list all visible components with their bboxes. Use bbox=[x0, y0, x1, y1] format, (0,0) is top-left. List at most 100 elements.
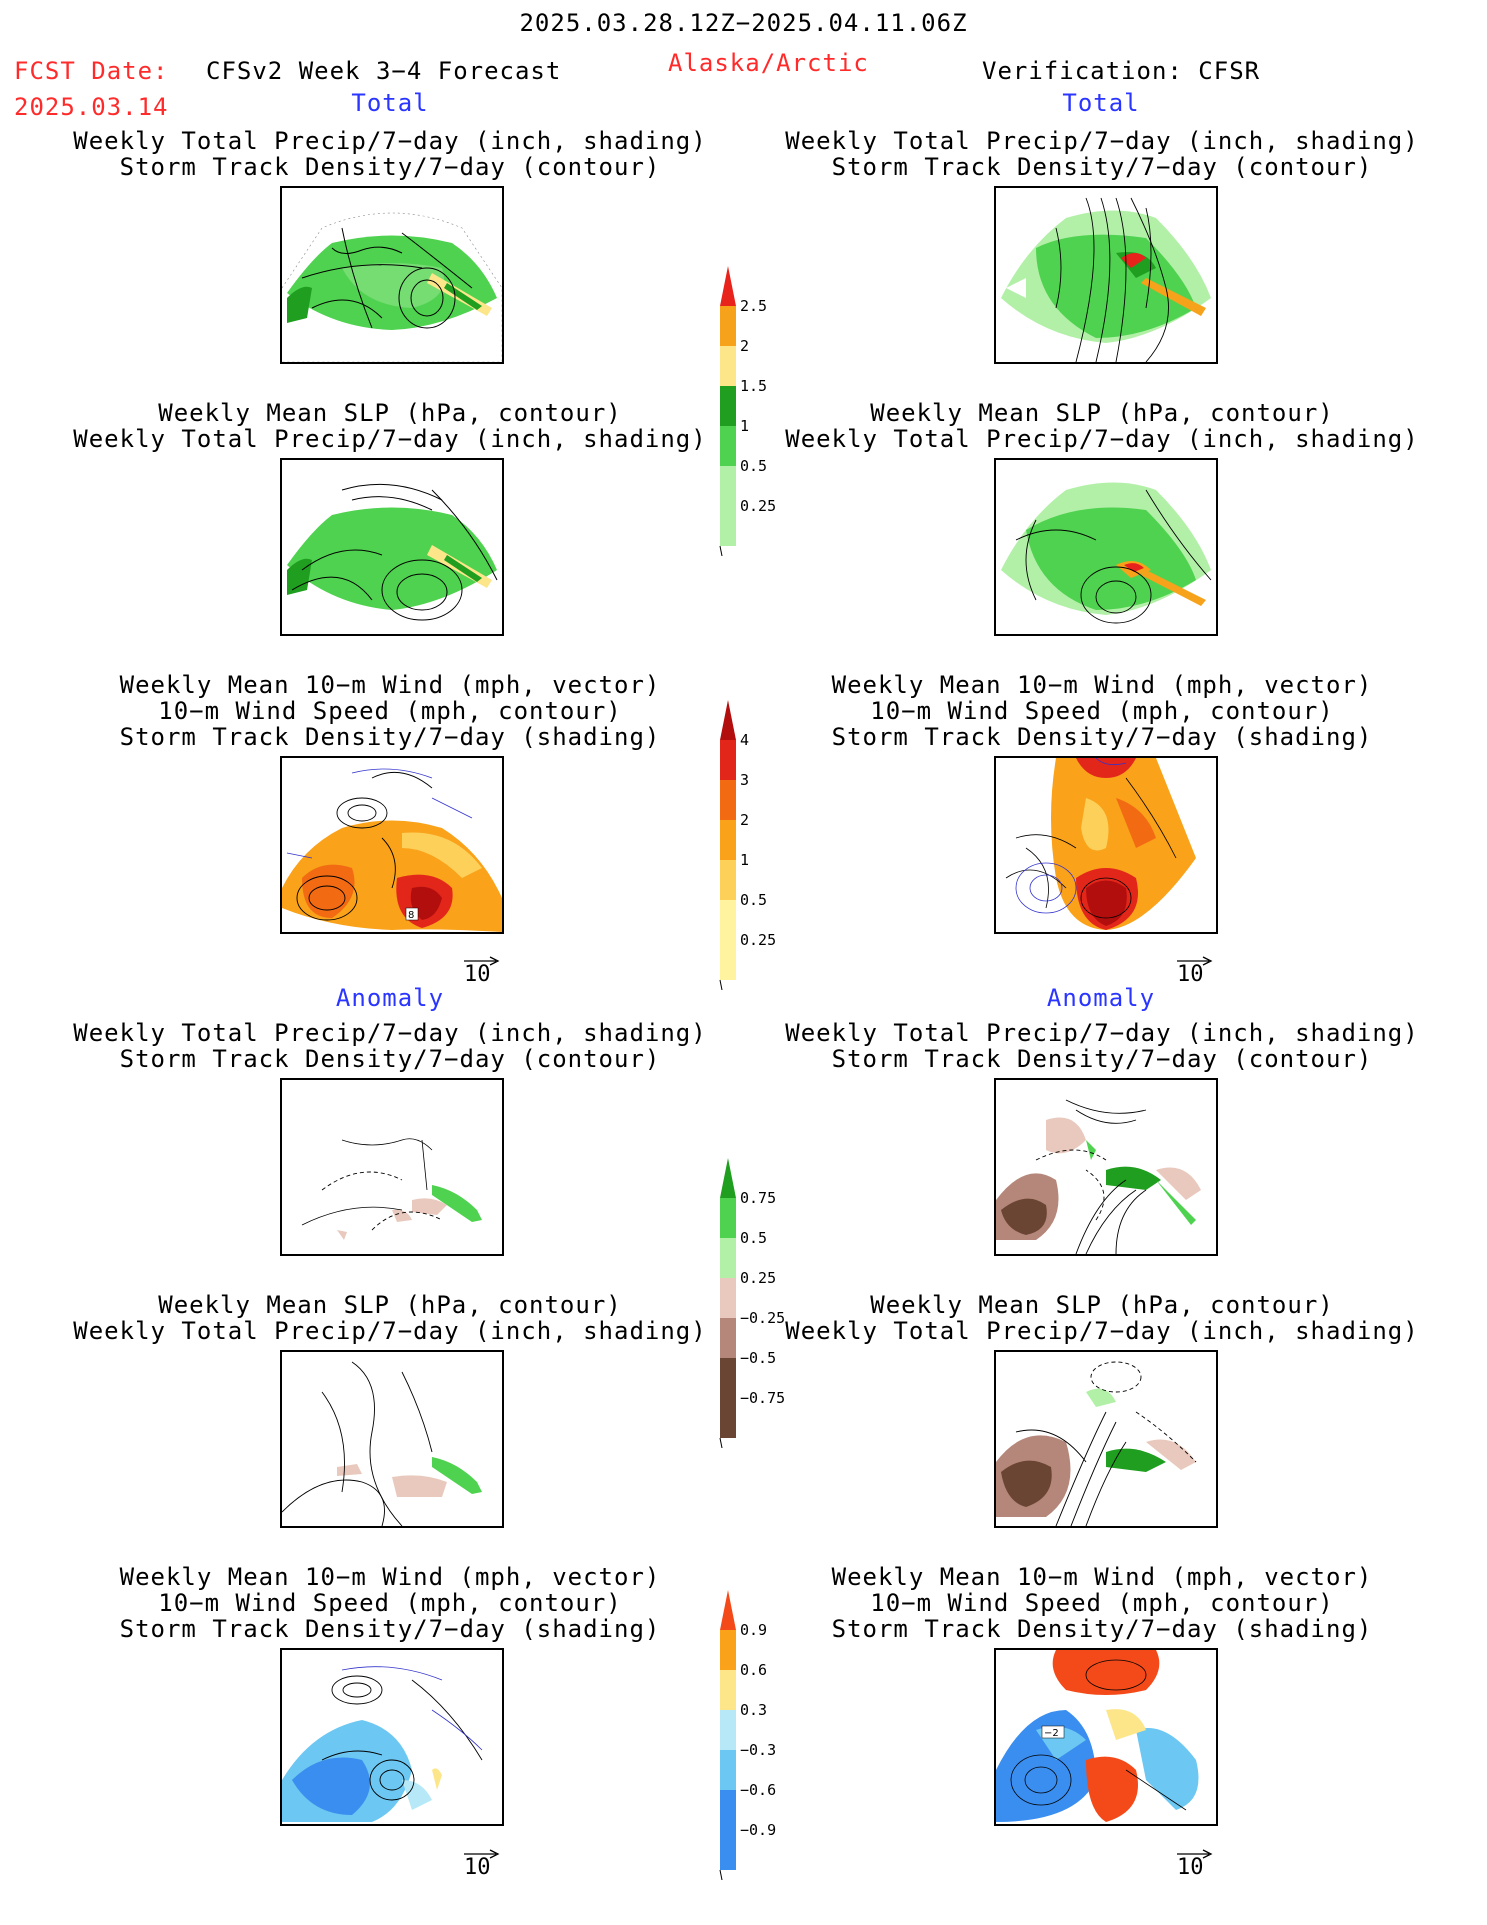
colorbar-segment bbox=[720, 820, 736, 860]
map-inset-label: −2 bbox=[1044, 1728, 1059, 1739]
panel-title-r3: Weekly Mean 10−m Wind (mph, vector) 10−m … bbox=[831, 671, 1373, 751]
map-total-precip-track-forecast bbox=[280, 186, 504, 364]
colorbar-segment bbox=[720, 426, 736, 466]
panel-title-l6: Weekly Mean 10−m Wind (mph, vector) 10−m … bbox=[119, 1563, 661, 1643]
panel-title-r1: Weekly Total Precip/7−day (inch, shading… bbox=[785, 127, 1419, 181]
vector-arrow-icon bbox=[464, 1849, 500, 1859]
map-anom-precip-track-forecast bbox=[280, 1078, 504, 1256]
colorbar-tick-label: −0.3 bbox=[740, 1741, 776, 1759]
fcst-date-value: 2025.03.14 bbox=[14, 93, 169, 121]
vector-scale-label: 10 bbox=[1177, 962, 1204, 987]
colorbar-segment bbox=[720, 466, 736, 506]
colorbar-tick-label: 0.3 bbox=[740, 1701, 767, 1719]
colorbar-segment bbox=[720, 1238, 736, 1278]
map-total-wind-verification bbox=[994, 756, 1218, 934]
map-anom-wind-verification: −2 bbox=[994, 1648, 1218, 1826]
colorbar-segment bbox=[720, 1630, 736, 1670]
vector-arrow-icon bbox=[1177, 956, 1213, 966]
colorbar-tick-label: −0.6 bbox=[740, 1781, 776, 1799]
colorbar-segment bbox=[720, 386, 736, 426]
colorbar-bottom-tip bbox=[719, 1869, 723, 1880]
colorbar-tick-label: −0.75 bbox=[740, 1389, 785, 1407]
colorbar-segment bbox=[720, 1318, 736, 1358]
colorbar-tick-label: 0.25 bbox=[740, 931, 776, 949]
colorbar-tick-label: 0.9 bbox=[740, 1621, 767, 1639]
colorbar-anom-track: 0.9 0.6 0.3 −0.3 −0.6 −0.9 bbox=[719, 1590, 776, 1880]
map-anom-precip-track-verification bbox=[994, 1078, 1218, 1256]
map-total-slp-precip-forecast bbox=[280, 458, 504, 636]
section-anomaly-right: Anomaly bbox=[1046, 984, 1156, 1012]
colorbar-tick-label: 0.25 bbox=[740, 497, 776, 515]
colorbar-top-tip bbox=[720, 266, 736, 306]
panel-title-l2: Weekly Mean SLP (hPa, contour) Weekly Tot… bbox=[73, 399, 707, 453]
section-anomaly-left: Anomaly bbox=[335, 984, 445, 1012]
colorbar-segment bbox=[720, 940, 736, 980]
colorbar-segment bbox=[720, 1830, 736, 1870]
colorbar-tick-label: 0.5 bbox=[740, 457, 767, 475]
map-total-precip-track-verification bbox=[994, 186, 1218, 364]
panel-title-r6: Weekly Mean 10−m Wind (mph, vector) 10−m … bbox=[831, 1563, 1373, 1643]
colorbar-bottom-tip bbox=[719, 979, 723, 990]
colorbar-segment bbox=[720, 346, 736, 386]
colorbar-tick-label: 4 bbox=[740, 731, 749, 749]
region-label: Alaska/Arctic bbox=[668, 49, 869, 77]
colorbar-tick-label: 0.5 bbox=[740, 891, 767, 909]
colorbar-top-tip bbox=[720, 700, 736, 740]
colorbar-tick-label: −0.25 bbox=[740, 1309, 785, 1327]
colorbar-tick-label: 2 bbox=[740, 811, 749, 829]
colorbar-anom-precip: 0.75 0.5 0.25 −0.25 −0.5 −0.75 bbox=[719, 1158, 785, 1448]
colorbar-tick-label: 2 bbox=[740, 337, 749, 355]
colorbar-segment bbox=[720, 1198, 736, 1238]
forecast-name: CFSv2 Week 3−4 Forecast bbox=[206, 57, 562, 85]
colorbar-segment bbox=[720, 780, 736, 820]
vector-scale-label: 10 bbox=[464, 1855, 491, 1880]
colorbar-tick-label: −0.5 bbox=[740, 1349, 776, 1367]
colorbar-total-precip: 2.5 2 1.5 1 0.5 0.25 bbox=[719, 266, 776, 556]
colorbar-segment bbox=[720, 900, 736, 940]
map-anom-wind-forecast bbox=[280, 1648, 504, 1826]
panel-title-l4: Weekly Total Precip/7−day (inch, shading… bbox=[73, 1019, 707, 1073]
colorbar-top-tip bbox=[720, 1590, 736, 1630]
map-anom-slp-precip-forecast bbox=[280, 1350, 504, 1528]
colorbar-tick-label: 0.75 bbox=[740, 1189, 776, 1207]
colorbar-top-tip bbox=[720, 1158, 736, 1198]
colorbar-tick-label: −0.9 bbox=[740, 1821, 776, 1839]
panel-title-l1: Weekly Total Precip/7−day (inch, shading… bbox=[73, 127, 707, 181]
colorbar-tick-label: 0.5 bbox=[740, 1229, 767, 1247]
verification-label: Verification: CFSR bbox=[982, 57, 1261, 85]
panel-title-r4: Weekly Total Precip/7−day (inch, shading… bbox=[785, 1019, 1419, 1073]
colorbar-segment bbox=[720, 506, 736, 546]
colorbar-tick-label: 1 bbox=[740, 851, 749, 869]
panel-title-l5: Weekly Mean SLP (hPa, contour) Weekly Tot… bbox=[73, 1291, 707, 1345]
fcst-date-label: FCST Date: bbox=[14, 57, 169, 85]
vector-scale-label: 10 bbox=[1177, 1855, 1204, 1880]
section-total-right: Total bbox=[1062, 89, 1140, 117]
colorbar-tick-label: 1.5 bbox=[740, 377, 767, 395]
colorbar-bottom-tip bbox=[719, 545, 723, 556]
map-total-slp-precip-verification bbox=[994, 458, 1218, 636]
colorbar-segment bbox=[720, 1278, 736, 1318]
colorbar-segment bbox=[720, 1358, 736, 1398]
vector-arrow-icon bbox=[1177, 1849, 1213, 1859]
section-total-left: Total bbox=[351, 89, 429, 117]
colorbar-tick-label: 2.5 bbox=[740, 297, 767, 315]
page-title: 2025.03.28.12Z−2025.04.11.06Z bbox=[519, 9, 968, 37]
colorbar-segment bbox=[720, 1750, 736, 1790]
colorbar-tick-label: 0.6 bbox=[740, 1661, 767, 1679]
vector-scale-label: 10 bbox=[464, 962, 491, 987]
vector-arrow-icon bbox=[464, 956, 500, 966]
colorbar-tick-label: 1 bbox=[740, 417, 749, 435]
colorbar-tick-label: 3 bbox=[740, 771, 749, 789]
panel-title-l3: Weekly Mean 10−m Wind (mph, vector) 10−m … bbox=[119, 671, 661, 751]
colorbar-segment bbox=[720, 1790, 736, 1830]
colorbar-tick-label: 0.25 bbox=[740, 1269, 776, 1287]
colorbar-bottom-tip bbox=[719, 1437, 723, 1448]
map-inset-label: 8 bbox=[408, 910, 414, 921]
colorbar-total-track: 4 3 2 1 0.5 0.25 bbox=[719, 700, 776, 990]
colorbar-segment bbox=[720, 740, 736, 780]
colorbar-segment bbox=[720, 1670, 736, 1710]
colorbar-segment bbox=[720, 1398, 736, 1438]
panel-title-r5: Weekly Mean SLP (hPa, contour) Weekly Tot… bbox=[785, 1291, 1419, 1345]
map-anom-slp-precip-verification bbox=[994, 1350, 1218, 1528]
panel-title-r2: Weekly Mean SLP (hPa, contour) Weekly Tot… bbox=[785, 399, 1419, 453]
